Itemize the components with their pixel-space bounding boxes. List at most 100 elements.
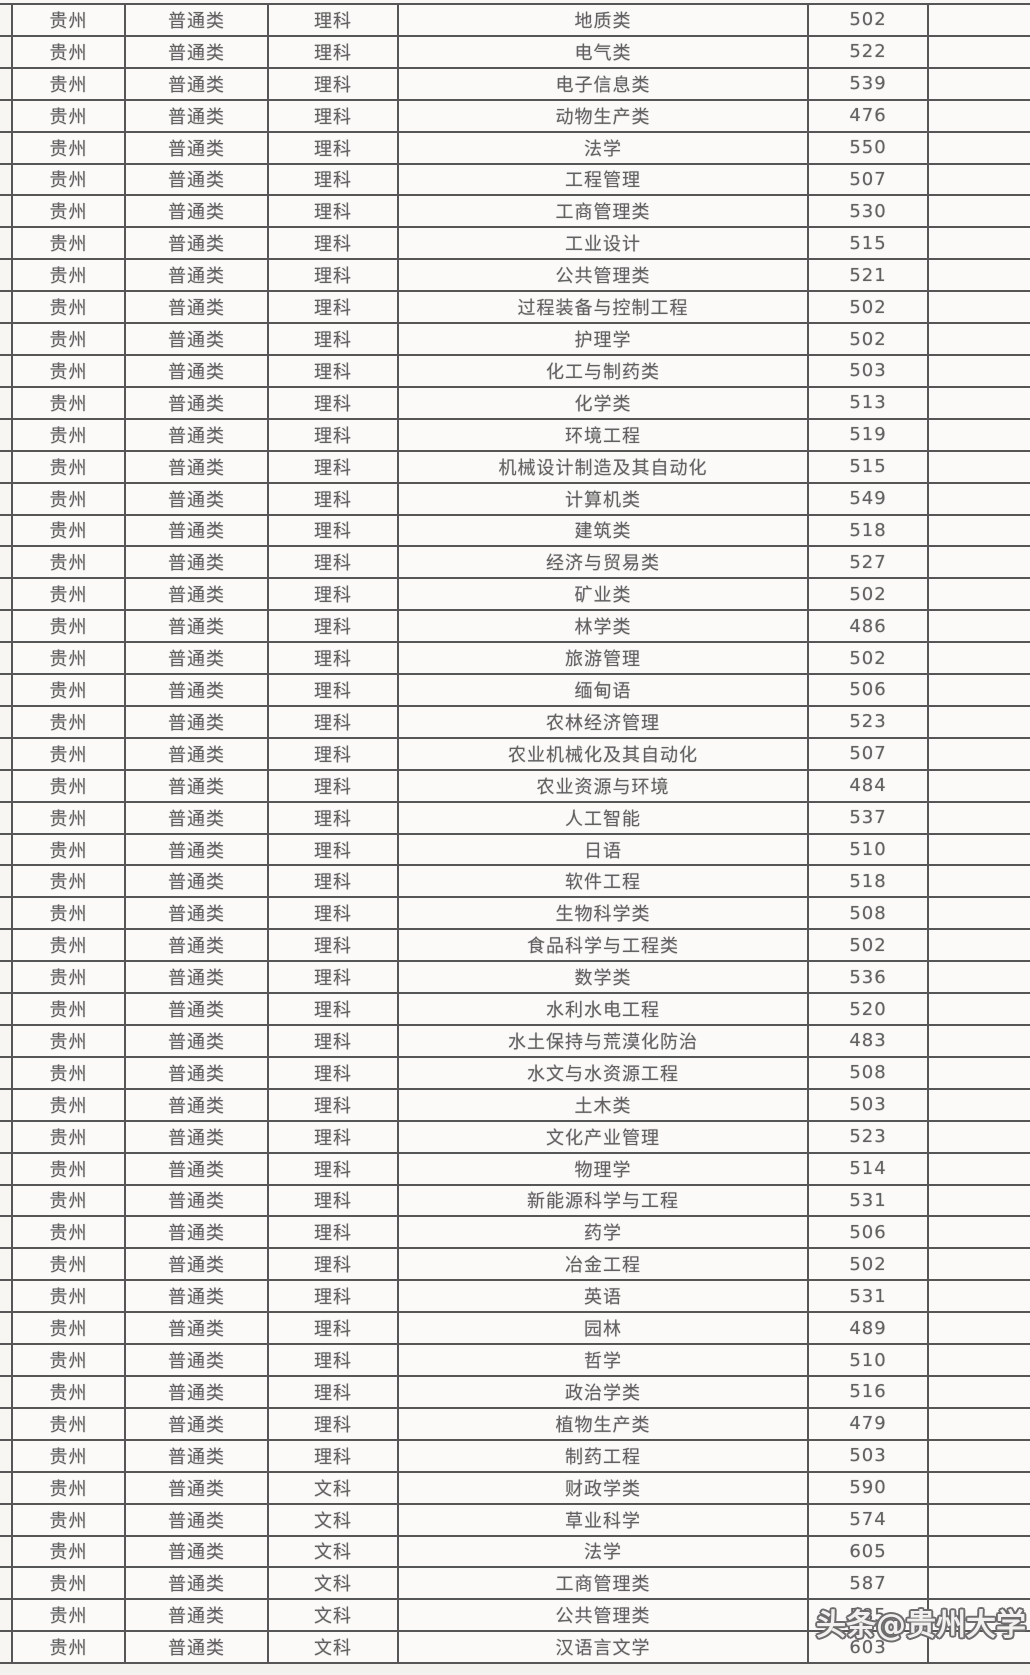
score-cell: 537 — [807, 800, 929, 835]
province-cell: 贵州 — [11, 258, 126, 293]
major-cell: 化工与制药类 — [397, 353, 809, 388]
category-cell: 普通类 — [124, 1247, 269, 1282]
cut-left-cell — [0, 641, 13, 676]
major-cell: 英语 — [397, 1279, 809, 1314]
table-row: 贵州 普通类 文科 法学 605 — [0, 1534, 1030, 1569]
score-cell: 521 — [807, 258, 929, 293]
blank-cell — [927, 449, 1030, 484]
category-cell: 普通类 — [124, 322, 269, 356]
category-cell: 普通类 — [124, 609, 269, 644]
category-cell: 普通类 — [124, 1374, 269, 1409]
blank-cell — [927, 1247, 1030, 1282]
table-row: 贵州 普通类 理科 工业设计 515 — [0, 226, 1030, 261]
blank-cell — [927, 1566, 1030, 1601]
cut-left-cell — [0, 1630, 13, 1665]
subject-cell: 理科 — [267, 832, 399, 867]
blank-cell — [927, 1630, 1030, 1665]
table-row: 贵州 普通类 理科 计算机类 549 — [0, 481, 1030, 516]
table-row: 贵州 普通类 理科 生物科学类 508 — [0, 896, 1030, 931]
province-cell: 贵州 — [11, 34, 126, 69]
table-row: 贵州 普通类 理科 政治学类 516 — [0, 1374, 1030, 1409]
table-row: 贵州 普通类 理科 电气类 522 — [0, 34, 1030, 69]
cut-left-cell — [0, 928, 13, 963]
category-cell: 普通类 — [124, 1311, 269, 1346]
province-cell: 贵州 — [11, 385, 126, 420]
subject-cell: 理科 — [267, 1151, 399, 1186]
province-cell: 贵州 — [11, 66, 126, 101]
category-cell: 普通类 — [124, 66, 269, 101]
score-cell: 508 — [807, 896, 929, 931]
category-cell: 普通类 — [124, 98, 269, 133]
major-cell: 土木类 — [397, 1087, 809, 1122]
category-cell: 普通类 — [124, 1406, 269, 1441]
subject-cell: 理科 — [267, 513, 399, 548]
cut-left-cell — [0, 1183, 13, 1218]
cut-left-cell — [0, 3, 13, 37]
table-row: 贵州 普通类 理科 地质类 502 — [0, 3, 1030, 37]
blank-cell — [927, 353, 1030, 388]
subject-cell: 文科 — [267, 1502, 399, 1537]
score-cell: 527 — [807, 545, 929, 580]
subject-cell: 理科 — [267, 34, 399, 69]
province-cell: 贵州 — [11, 1183, 126, 1218]
province-cell: 贵州 — [11, 1534, 126, 1569]
table-row: 贵州 普通类 理科 水文与水资源工程 508 — [0, 1055, 1030, 1090]
category-cell: 普通类 — [124, 673, 269, 707]
cut-left-cell — [0, 322, 13, 356]
blank-cell — [927, 1024, 1030, 1058]
blank-cell — [927, 1151, 1030, 1186]
province-cell: 贵州 — [11, 481, 126, 516]
province-cell: 贵州 — [11, 417, 126, 452]
blank-cell — [927, 226, 1030, 261]
table-row: 贵州 普通类 理科 化工与制药类 503 — [0, 353, 1030, 388]
category-cell: 普通类 — [124, 1566, 269, 1601]
major-cell: 制药工程 — [397, 1438, 809, 1473]
score-cell: 518 — [807, 864, 929, 899]
cut-left-cell — [0, 1055, 13, 1090]
subject-cell: 理科 — [267, 673, 399, 707]
score-cell: 519 — [807, 417, 929, 452]
subject-cell: 理科 — [267, 66, 399, 101]
blank-cell — [927, 66, 1030, 101]
province-cell: 贵州 — [11, 1598, 126, 1633]
blank-cell — [927, 736, 1030, 771]
cut-left-cell — [0, 673, 13, 707]
subject-cell: 理科 — [267, 1247, 399, 1282]
cut-left-cell — [0, 1502, 13, 1537]
category-cell: 普通类 — [124, 928, 269, 963]
score-cell: 502 — [807, 577, 929, 612]
score-cell: 503 — [807, 1438, 929, 1473]
blank-cell — [927, 1311, 1030, 1346]
blank-cell — [927, 481, 1030, 516]
cut-left-cell — [0, 449, 13, 484]
table-row: 贵州 普通类 理科 水土保持与荒漠化防治 483 — [0, 1024, 1030, 1058]
province-cell: 贵州 — [11, 1406, 126, 1441]
province-cell: 贵州 — [11, 641, 126, 676]
blank-cell — [927, 1374, 1030, 1409]
category-cell: 普通类 — [124, 1151, 269, 1186]
score-cell: 489 — [807, 1311, 929, 1346]
province-cell: 贵州 — [11, 1566, 126, 1601]
subject-cell: 理科 — [267, 417, 399, 452]
category-cell: 普通类 — [124, 992, 269, 1026]
category-cell: 普通类 — [124, 1438, 269, 1473]
blank-cell — [927, 577, 1030, 612]
cut-left-cell — [0, 960, 13, 995]
table-row: 贵州 普通类 理科 环境工程 519 — [0, 417, 1030, 452]
category-cell: 普通类 — [124, 481, 269, 516]
province-cell: 贵州 — [11, 736, 126, 771]
cut-left-cell — [0, 1534, 13, 1569]
score-cell: 531 — [807, 1183, 929, 1218]
subject-cell: 理科 — [267, 481, 399, 516]
cut-left-cell — [0, 992, 13, 1026]
blank-cell — [927, 1502, 1030, 1537]
blank-cell — [927, 928, 1030, 963]
category-cell: 普通类 — [124, 800, 269, 835]
table-row: 贵州 普通类 理科 工商管理类 530 — [0, 194, 1030, 229]
table-row: 贵州 普通类 理科 护理学 502 — [0, 322, 1030, 356]
cut-left-cell — [0, 1151, 13, 1186]
category-cell: 普通类 — [124, 258, 269, 293]
category-cell: 普通类 — [124, 194, 269, 229]
category-cell: 普通类 — [124, 1343, 269, 1377]
province-cell: 贵州 — [11, 1151, 126, 1186]
